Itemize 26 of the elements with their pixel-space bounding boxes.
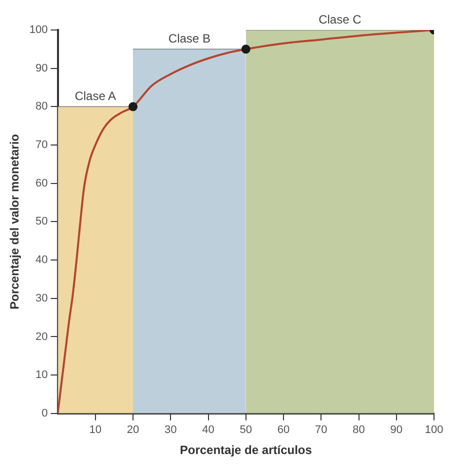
y-tick-label: 60 xyxy=(36,177,48,190)
y-tick-label: 100 xyxy=(29,24,48,36)
y-axis-title: Porcentaje del valor monetario xyxy=(8,134,22,310)
x-tick-label: 70 xyxy=(315,424,328,436)
y-tick-label: 40 xyxy=(36,254,48,266)
y-tick-label: 30 xyxy=(36,292,48,304)
y-tick-label: 80 xyxy=(36,100,48,113)
series-label: Clase A xyxy=(74,88,116,103)
y-tick-label: 90 xyxy=(36,62,48,74)
x-tick-label: 40 xyxy=(202,424,214,436)
y-tick-label: 70 xyxy=(36,139,48,152)
series-label: Clase C xyxy=(318,12,362,26)
y-tick-label: 20 xyxy=(36,330,48,343)
x-tick-label: 80 xyxy=(352,424,365,436)
x-tick-label: 60 xyxy=(277,424,290,436)
y-tick-label: 0 xyxy=(42,407,48,420)
x-tick-label: 30 xyxy=(164,424,177,436)
y-tick-label: 50 xyxy=(36,216,48,228)
x-tick-label: 10 xyxy=(89,424,102,436)
x-tick-label: 90 xyxy=(390,424,402,436)
x-tick-label: 100 xyxy=(424,424,444,436)
y-tick-label: 10 xyxy=(36,369,48,382)
x-tick-label: 20 xyxy=(126,424,140,436)
x-tick-label: 50 xyxy=(240,424,252,436)
x-axis-title: Porcentaje de artículos xyxy=(180,443,312,458)
series-label: Clase B xyxy=(168,31,210,46)
